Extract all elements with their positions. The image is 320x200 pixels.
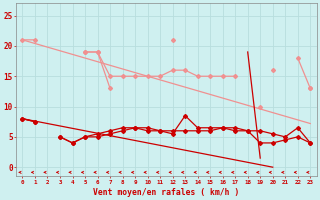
X-axis label: Vent moyen/en rafales ( km/h ): Vent moyen/en rafales ( km/h ) bbox=[93, 188, 239, 197]
